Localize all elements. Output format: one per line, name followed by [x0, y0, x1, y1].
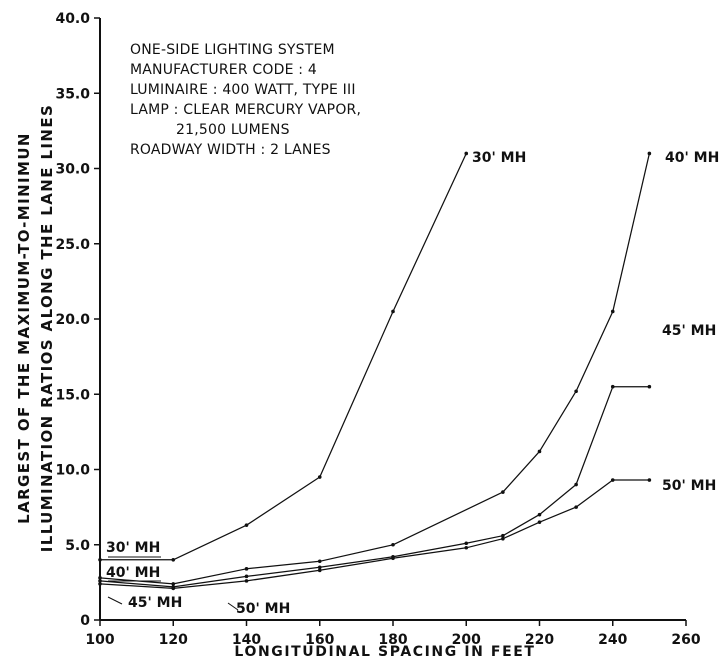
series-2-point-9	[610, 309, 615, 314]
series-line-2	[99, 152, 651, 585]
series-3-point-9	[574, 482, 578, 487]
series-label-left-2: 40' MH	[106, 565, 160, 581]
series-label-left-1: 30' MH	[106, 540, 160, 556]
series-2-point-7	[537, 449, 542, 454]
series-label-right-4: 50' MH	[662, 478, 716, 494]
left-leader-4	[227, 602, 239, 611]
series-group	[99, 152, 651, 590]
series-3-point-7	[501, 533, 505, 538]
series-1-point-6	[464, 151, 469, 156]
series-label-group: 30' MH 40' MH 45' MH 50' MH 30' MH 40' MH 45' …	[106, 150, 719, 617]
series-1-point-1	[98, 558, 102, 562]
series-2-point-6	[501, 490, 505, 494]
series-4-point-11	[647, 478, 652, 482]
markers-group	[98, 151, 652, 591]
series-4-point-3	[244, 579, 249, 583]
series-4-point-5	[391, 556, 395, 561]
series-2-point-1	[98, 576, 102, 580]
series-4-point-4	[317, 568, 322, 573]
y-axis-label-line-1: LARGEST OF THE MAXIMUM-TO-MINIMUN	[15, 132, 33, 524]
series-label-left-4: 50' MH	[236, 601, 290, 617]
series-line-3	[99, 386, 651, 588]
note-line-2: MANUFACTURER CODE : 4	[130, 62, 317, 78]
y-tick-label-30.0: 30.0	[55, 162, 90, 178]
series-1-point-5	[391, 309, 395, 314]
series-line-4	[99, 479, 651, 590]
series-3-point-1	[98, 579, 102, 583]
series-3-point-4	[317, 565, 322, 570]
x-tick-label-200: 200	[452, 632, 481, 648]
series-4-point-8	[537, 520, 542, 524]
x-tick-label-120: 120	[159, 632, 188, 648]
note-line-5: 21,500 LUMENS	[176, 122, 290, 138]
series-1-point-4	[317, 475, 322, 479]
y-tick-label-10.0: 10.0	[55, 463, 90, 479]
series-3-point-11	[647, 384, 652, 389]
series-3-point-8	[537, 512, 542, 517]
y-axis-label-line-2: ILLUMINATION RATIOS ALONG THE LANE LINES	[38, 104, 56, 552]
chart-notes: ONE-SIDE LIGHTING SYSTEM MANUFACTURER CO…	[130, 42, 361, 158]
series-2-point-2	[171, 582, 176, 586]
series-4-point-10	[610, 478, 615, 482]
x-axis-label: LONGITUDINAL SPACING IN FEET	[234, 644, 535, 660]
series-2-point-8	[574, 389, 578, 394]
series-4-point-1	[98, 582, 102, 586]
y-tick-label-15.0: 15.0	[55, 387, 90, 403]
series-label-right-1: 30' MH	[472, 150, 526, 166]
note-line-3: LUMINAIRE : 400 WATT, TYPE III	[130, 82, 356, 98]
y-tick-label-25.0: 25.0	[55, 237, 90, 253]
x-tick-label-180: 180	[378, 632, 407, 648]
series-line-1	[99, 152, 467, 561]
x-tick-label-260: 260	[671, 632, 700, 648]
series-2-point-4	[317, 559, 322, 564]
x-tick-label-160: 160	[305, 632, 334, 648]
x-tick-label-100: 100	[85, 632, 114, 648]
series-4-point-6	[464, 545, 469, 550]
x-tick-label-140: 140	[232, 632, 261, 648]
x-tick-label-220: 220	[525, 632, 554, 648]
series-3-point-3	[244, 574, 249, 579]
series-4-point-9	[574, 505, 578, 509]
y-tick-label-40.0: 40.0	[55, 11, 90, 27]
y-tick-label-0: 0	[80, 613, 90, 629]
y-tick-label-35.0: 35.0	[55, 86, 90, 102]
note-line-4: LAMP : CLEAR MERCURY VAPOR,	[130, 102, 361, 118]
note-line-6: ROADWAY WIDTH : 2 LANES	[130, 142, 331, 158]
y-tick-label-5.0: 5.0	[65, 538, 90, 554]
tick-group: 100 120 140 160 180 200 220 240 260 0 5.0 10.0 15.0 2…	[55, 11, 700, 648]
series-label-left-3: 45' MH	[128, 595, 182, 611]
note-line-1: ONE-SIDE LIGHTING SYSTEM	[130, 42, 335, 58]
series-3-point-10	[610, 384, 615, 389]
left-leader-3	[107, 596, 123, 605]
series-2-point-5	[391, 542, 395, 547]
series-label-right-3: 45' MH	[662, 323, 716, 339]
series-label-right-2: 40' MH	[665, 150, 719, 166]
series-4-point-2	[171, 586, 176, 591]
series-1-point-2	[171, 558, 176, 562]
series-2-point-3	[244, 567, 249, 571]
series-4-point-7	[501, 536, 505, 541]
y-tick-label-20.0: 20.0	[55, 312, 90, 328]
x-tick-label-240: 240	[598, 632, 627, 648]
series-3-point-6	[464, 541, 469, 546]
series-2-point-10	[647, 151, 652, 156]
series-1-point-3	[244, 523, 249, 527]
